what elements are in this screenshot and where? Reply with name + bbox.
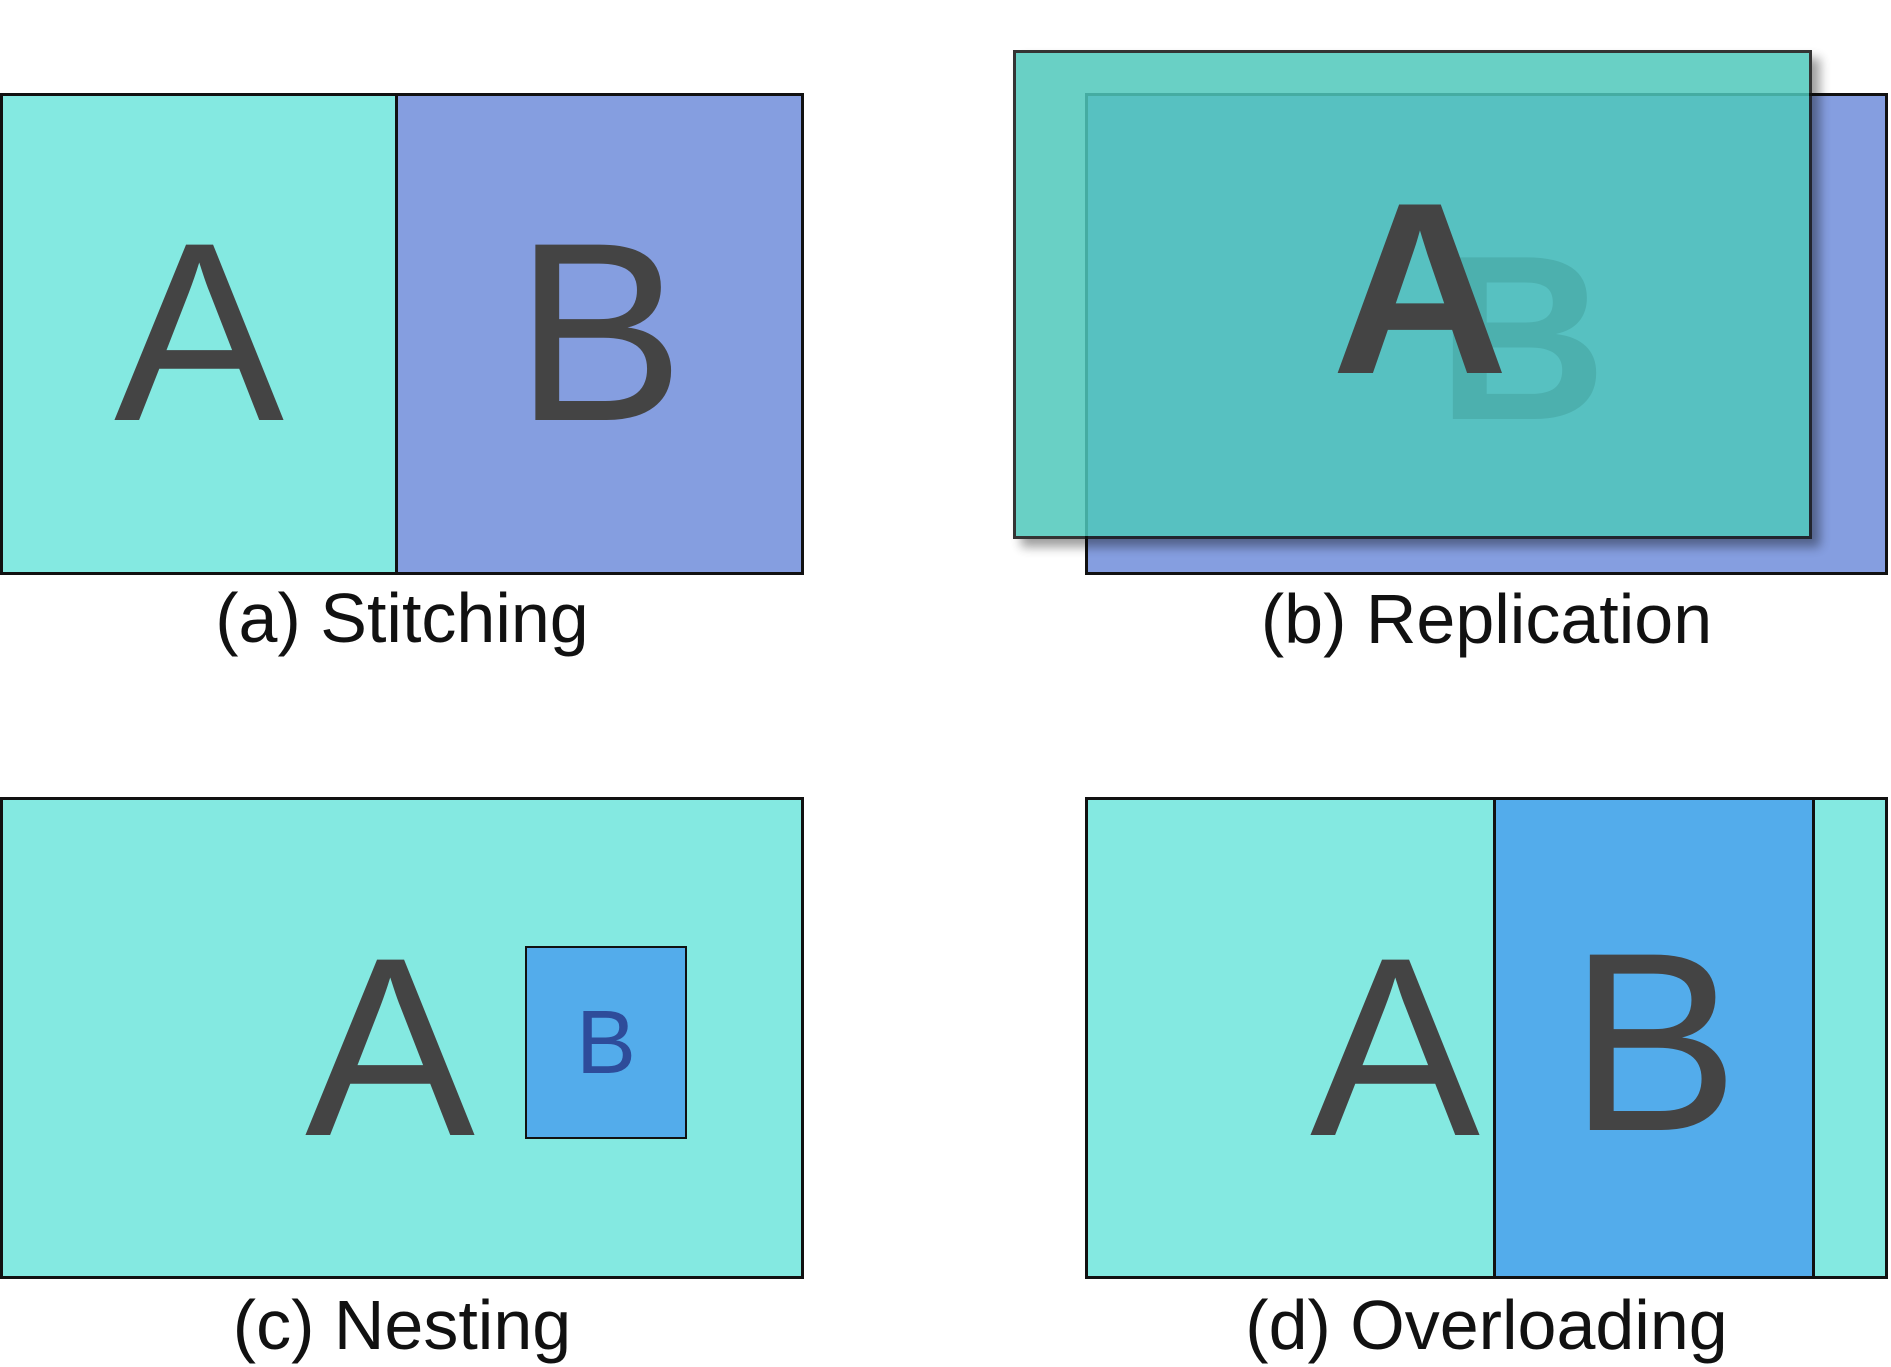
stitching-box-b	[395, 93, 804, 575]
stitching-box-a	[0, 93, 398, 575]
nesting-letter-a: A	[304, 905, 476, 1190]
nesting-letter-b: B	[575, 993, 637, 1093]
nesting-box-b	[525, 946, 687, 1139]
stitching-letter-a: A	[113, 190, 285, 475]
replication-caption: (b) Replication	[1260, 580, 1713, 658]
nesting-caption: (c) Nesting	[232, 1286, 572, 1364]
replication-letter-a: A	[1331, 151, 1509, 425]
overloading-letter-b: B	[1568, 900, 1740, 1185]
stitching-letter-b: B	[514, 190, 685, 475]
replication-box-a	[1013, 50, 1812, 539]
overloading-box-b	[1493, 797, 1815, 1279]
overloading-caption: (d) Overloading	[1245, 1286, 1728, 1364]
overloading-letter-a: A	[1309, 905, 1481, 1190]
stitching-caption: (a) Stitching	[215, 579, 589, 657]
replication-letter-b: B	[1437, 206, 1607, 469]
